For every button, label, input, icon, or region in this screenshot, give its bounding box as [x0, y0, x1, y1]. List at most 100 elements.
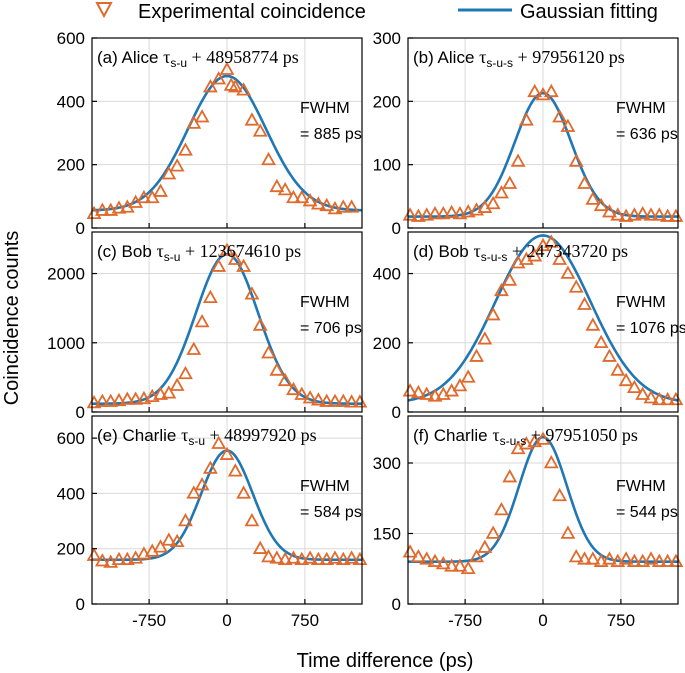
data-point — [452, 558, 468, 572]
time-offset: + 97956120 ps — [513, 47, 625, 67]
data-point — [344, 199, 360, 213]
data-point — [610, 362, 626, 376]
data-point — [560, 525, 576, 539]
y-tick-label: 200 — [373, 334, 401, 353]
data-point — [144, 388, 160, 403]
data-point — [327, 393, 343, 407]
data-point — [635, 386, 651, 400]
data-point — [286, 189, 301, 204]
x-tick-label: -750 — [132, 611, 166, 630]
data-point — [635, 206, 651, 220]
data-point — [261, 548, 276, 563]
data-point — [552, 109, 568, 123]
data-point — [286, 381, 301, 396]
time-offset: + 247343720 ps — [507, 241, 628, 261]
panel-title: (d) Bob τs-u-s + 247343720 ps — [413, 241, 628, 264]
data-point — [419, 551, 435, 565]
y-tick-label: 400 — [57, 484, 85, 503]
panel-2: 0 100 200 300 (b) Alice τs-u-s + 97956120 ps… — [373, 29, 684, 238]
data-point — [626, 379, 642, 394]
data-point — [485, 307, 501, 321]
y-axis-label: Coincidence counts — [1, 231, 23, 406]
data-point — [460, 560, 476, 574]
data-point — [527, 433, 543, 448]
data-point — [186, 485, 202, 499]
data-point — [294, 189, 310, 204]
data-point — [660, 553, 676, 567]
data-point — [518, 436, 534, 450]
data-point — [643, 551, 659, 565]
data-point — [178, 142, 193, 156]
data-point — [294, 551, 310, 565]
data-point — [227, 463, 243, 477]
legend-marker-triangle — [95, 2, 113, 19]
data-point — [651, 391, 667, 406]
legend-markers-label: Experimental coincidence — [138, 1, 366, 23]
data-point — [310, 392, 326, 406]
data-point — [668, 553, 684, 567]
fwhm-value: = 544 ps — [616, 504, 678, 521]
data-point — [161, 166, 177, 180]
data-point — [469, 548, 484, 563]
data-point — [626, 553, 642, 567]
data-point — [402, 383, 418, 397]
data-point — [86, 547, 102, 561]
fwhm-value: = 584 ps — [300, 504, 362, 521]
y-tick-label: 1000 — [47, 334, 85, 353]
data-point — [277, 551, 293, 565]
panel-title: (f) Charlie τs-u-s + 97951050 ps — [413, 425, 638, 448]
data-point — [419, 386, 435, 400]
data-point — [585, 317, 601, 331]
tau-symbol: τ — [492, 425, 499, 445]
time-offset: + 123674610 ps — [180, 241, 301, 261]
data-point — [194, 313, 210, 328]
y-tick-label: 300 — [373, 29, 401, 48]
data-point — [485, 195, 501, 210]
data-point — [161, 532, 177, 546]
data-point — [577, 175, 592, 189]
legend-line-label: Gaussian fitting — [520, 1, 658, 23]
fwhm-label: FWHM — [616, 100, 666, 117]
tau-subscript: s-u-s — [500, 434, 527, 448]
data-point — [178, 365, 193, 380]
data-point — [668, 391, 684, 406]
data-point — [485, 525, 501, 539]
data-point — [593, 197, 609, 212]
panel-label: (e) Charlie — [97, 426, 181, 445]
tau-symbol: τ — [163, 47, 170, 67]
data-point — [444, 204, 460, 219]
data-point — [128, 391, 144, 405]
data-point — [94, 393, 110, 407]
y-tick-label: 150 — [373, 525, 401, 544]
panel-title: (b) Alice τs-u-s + 97956120 ps — [413, 47, 625, 70]
data-point — [460, 369, 476, 383]
data-point — [103, 393, 119, 407]
data-point — [153, 183, 168, 197]
y-tick-label: 600 — [57, 429, 85, 448]
data-point — [136, 390, 152, 405]
data-point — [660, 208, 676, 222]
data-point — [252, 540, 268, 554]
data-point — [668, 208, 684, 222]
data-point — [119, 391, 135, 405]
data-point — [335, 393, 351, 407]
data-point — [593, 334, 609, 349]
data-point — [319, 393, 335, 407]
data-point — [502, 469, 518, 483]
data-point — [477, 539, 493, 553]
data-point — [518, 112, 534, 126]
data-point — [111, 551, 127, 565]
data-point — [494, 185, 509, 199]
data-point — [618, 551, 634, 565]
data-point — [202, 289, 218, 304]
data-point — [335, 551, 351, 565]
data-point — [435, 206, 451, 220]
y-tick-label: 0 — [392, 595, 401, 614]
time-offset: + 97951050 ps — [526, 425, 638, 445]
data-point — [327, 550, 343, 564]
y-tick-label: 300 — [373, 454, 401, 473]
x-tick-label: -750 — [448, 611, 482, 630]
data-point — [286, 550, 301, 564]
data-point — [219, 242, 235, 256]
data-point — [643, 207, 659, 221]
